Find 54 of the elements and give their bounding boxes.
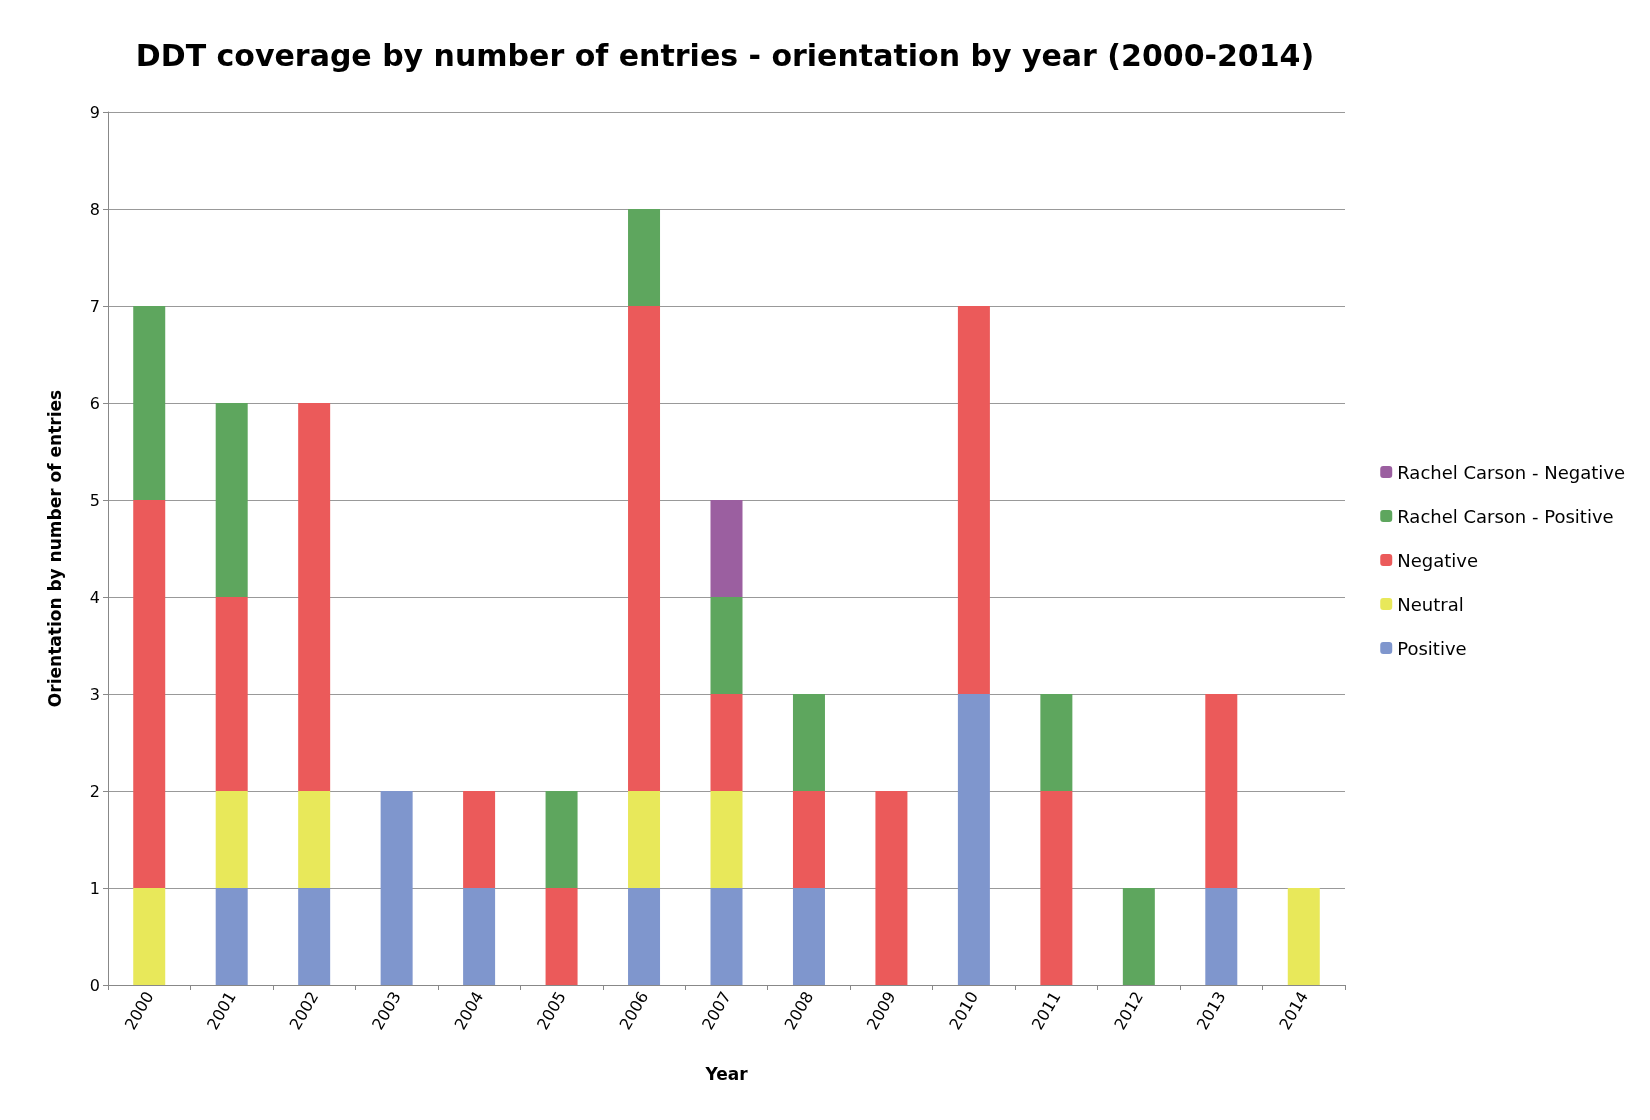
bar xyxy=(215,403,248,597)
bar xyxy=(463,791,496,888)
bar xyxy=(298,791,331,888)
bar xyxy=(957,694,990,985)
legend-label: Rachel Carson - Positive xyxy=(1397,505,1614,527)
bar xyxy=(1040,694,1073,791)
bar xyxy=(215,597,248,791)
legend-label: Negative xyxy=(1397,549,1479,571)
bar xyxy=(215,791,248,888)
bar xyxy=(1205,888,1238,985)
bar xyxy=(710,694,743,791)
y-tick-label: 2 xyxy=(89,781,100,801)
bar xyxy=(628,209,661,306)
bar xyxy=(710,888,743,985)
bar xyxy=(875,791,908,985)
bar xyxy=(463,888,496,985)
bar xyxy=(1287,888,1320,985)
bar xyxy=(215,888,248,985)
bar xyxy=(628,791,661,888)
y-tick-label: 5 xyxy=(89,490,100,510)
bar xyxy=(710,597,743,694)
y-tick-label: 9 xyxy=(89,102,100,122)
y-tick-label: 4 xyxy=(89,587,100,607)
legend-label: Neutral xyxy=(1397,593,1464,615)
y-tick-label: 7 xyxy=(89,296,100,316)
y-axis-title: Orientation by number of entries xyxy=(44,389,65,708)
bar xyxy=(545,791,578,888)
bar xyxy=(545,888,578,985)
legend-label: Positive xyxy=(1397,637,1467,659)
bar xyxy=(628,306,661,791)
bar xyxy=(380,791,413,985)
bar xyxy=(628,888,661,985)
y-tick-label: 6 xyxy=(89,393,100,413)
legend-label: Rachel Carson - Negative xyxy=(1397,461,1626,483)
y-tick-label: 8 xyxy=(89,199,100,219)
bar xyxy=(298,403,331,791)
bar xyxy=(792,888,825,985)
bar xyxy=(792,694,825,791)
y-tick-label: 1 xyxy=(89,878,100,898)
bar xyxy=(133,306,166,500)
bar xyxy=(957,306,990,694)
bar xyxy=(133,500,166,888)
x-axis-title: Year xyxy=(704,1063,749,1084)
y-tick-label: 3 xyxy=(89,684,100,704)
chart-title: DDT coverage by number of entries - orientation by year (2000-2014) xyxy=(135,37,1315,73)
bar xyxy=(792,791,825,888)
bar xyxy=(298,888,331,985)
bar xyxy=(133,888,166,985)
bar xyxy=(1122,888,1155,985)
bar xyxy=(710,500,743,597)
bar xyxy=(1040,791,1073,985)
bar xyxy=(710,791,743,888)
bar xyxy=(1205,694,1238,888)
y-tick-label: 0 xyxy=(89,975,100,995)
